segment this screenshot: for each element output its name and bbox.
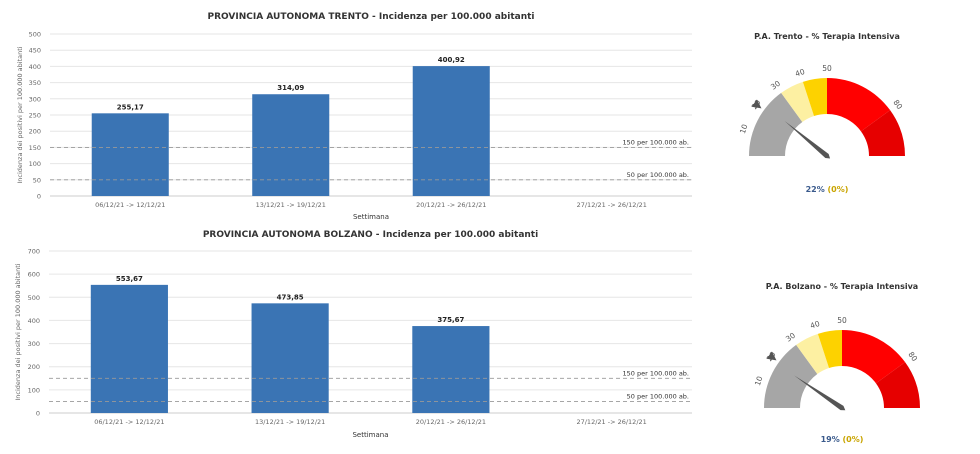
trento-y-tick-label: 200 <box>29 128 41 136</box>
bolzano-y-tick-label: 300 <box>28 340 40 348</box>
bolzano-bar-value-label: 553,67 <box>116 275 143 283</box>
trento-bar <box>91 113 169 196</box>
trento-icu-gauge: P.A. Trento - % Terapia Intensiva1020304… <box>730 20 925 200</box>
trento-gauge-tick-label: 30 <box>769 79 782 92</box>
trento-y-tick-label: 250 <box>29 112 41 120</box>
bolzano-gauge-tick-label: 40 <box>809 319 821 331</box>
trento-y-tick-label: 400 <box>29 63 41 71</box>
trento-y-tick-label: 100 <box>29 160 41 168</box>
bolzano-incidence-chart-svg: PROVINCIA AUTONOMA BOLZANO - Incidenza p… <box>14 230 692 439</box>
trento-gauge-band <box>781 81 815 123</box>
trento-x-tick-label: 13/12/21 -> 19/12/21 <box>256 201 326 209</box>
bolzano-bar <box>251 303 329 413</box>
trento-gauge-value: 22% <box>806 185 828 194</box>
trento-gauge-title: P.A. Trento - % Terapia Intensiva <box>754 32 900 41</box>
trento-reference-line-label: 50 per 100.000 ab. <box>627 171 689 179</box>
bolzano-y-tick-label: 0 <box>36 410 40 418</box>
bolzano-x-tick-label: 27/12/21 -> 26/12/21 <box>576 418 646 426</box>
bolzano-bar-value-label: 375,67 <box>437 316 464 324</box>
bolzano-reference-line-label: 150 per 100.000 ab. <box>623 369 689 377</box>
bolzano-y-tick-label: 600 <box>28 271 40 279</box>
trento-bar-value-label: 314,09 <box>277 84 304 92</box>
bolzano-gauge-marker <box>766 351 777 361</box>
trento-gauge-delta: (0%) <box>828 185 849 194</box>
bolzano-gauge-readout: 19% (0%) <box>821 435 864 444</box>
trento-bar <box>252 94 330 196</box>
bolzano-bar-value-label: 473,85 <box>277 293 304 301</box>
trento-bar <box>412 66 490 196</box>
bolzano-gauge-tick-label: 50 <box>837 316 847 325</box>
bolzano-gauge-tick-label: 30 <box>784 331 797 344</box>
bolzano-chart-title: PROVINCIA AUTONOMA BOLZANO - Incidenza p… <box>203 230 538 240</box>
trento-y-tick-label: 0 <box>37 193 41 201</box>
trento-gauge-band <box>827 78 891 132</box>
bolzano-incidence-chart: PROVINCIA AUTONOMA BOLZANO - Incidenza p… <box>0 225 700 450</box>
bolzano-gauge-tick-label: 10 <box>753 375 765 387</box>
bolzano-gauge-band <box>817 330 842 369</box>
trento-y-axis-label: Incidenza dei positivi per 100.000 abita… <box>16 46 24 183</box>
trento-y-tick-label: 50 <box>33 176 41 184</box>
trento-gauge-marker <box>751 99 762 109</box>
bolzano-gauge-band <box>764 344 818 408</box>
trento-chart-title: PROVINCIA AUTONOMA TRENTO - Incidenza pe… <box>208 12 535 22</box>
bolzano-bar <box>412 326 490 413</box>
bolzano-gauge-value: 19% <box>821 435 843 444</box>
bolzano-icu-gauge-svg: P.A. Bolzano - % Terapia Intensiva102030… <box>753 282 920 444</box>
bolzano-reference-line-label: 50 per 100.000 ab. <box>627 392 689 400</box>
trento-x-tick-label: 20/12/21 -> 26/12/21 <box>416 201 486 209</box>
bolzano-y-tick-label: 400 <box>28 317 40 325</box>
trento-bar-value-label: 255,17 <box>117 103 144 111</box>
bolzano-bar <box>90 284 168 413</box>
bolzano-gauge-needle <box>794 375 846 411</box>
trento-gauge-band <box>860 110 905 156</box>
trento-gauge-tick-label: 80 <box>891 98 904 111</box>
bolzano-gauge-band <box>875 362 920 408</box>
trento-y-tick-label: 150 <box>29 144 41 152</box>
bolzano-y-tick-label: 500 <box>28 294 40 302</box>
trento-gauge-band <box>749 92 803 156</box>
bolzano-y-tick-label: 100 <box>28 386 40 394</box>
trento-icu-gauge-svg: P.A. Trento - % Terapia Intensiva1020304… <box>738 32 905 194</box>
trento-gauge-needle <box>784 120 831 159</box>
trento-x-tick-label: 06/12/21 -> 12/12/21 <box>95 201 165 209</box>
trento-y-tick-label: 350 <box>29 79 41 87</box>
trento-gauge-tick-label: 40 <box>794 67 806 79</box>
trento-y-tick-label: 300 <box>29 95 41 103</box>
bolzano-icu-gauge: P.A. Bolzano - % Terapia Intensiva102030… <box>745 272 940 450</box>
bolzano-y-tick-label: 200 <box>28 363 40 371</box>
bolzano-x-tick-label: 06/12/21 -> 12/12/21 <box>94 418 164 426</box>
bolzano-x-axis-label: Settimana <box>352 431 388 439</box>
trento-gauge-tick-label: 10 <box>738 123 750 135</box>
bolzano-x-tick-label: 20/12/21 -> 26/12/21 <box>416 418 486 426</box>
bolzano-gauge-tick-label: 80 <box>906 350 919 363</box>
bolzano-gauge-delta: (0%) <box>843 435 864 444</box>
bolzano-gauge-title: P.A. Bolzano - % Terapia Intensiva <box>766 282 918 291</box>
bolzano-gauge-band <box>842 330 906 384</box>
bolzano-x-tick-label: 13/12/21 -> 19/12/21 <box>255 418 325 426</box>
trento-bar-value-label: 400,92 <box>438 56 465 64</box>
trento-gauge-band <box>802 78 827 117</box>
trento-gauge-tick-label: 50 <box>822 64 832 73</box>
bolzano-gauge-band <box>796 333 830 375</box>
trento-y-tick-label: 450 <box>29 47 41 55</box>
trento-y-tick-label: 500 <box>29 31 41 39</box>
trento-incidence-chart: PROVINCIA AUTONOMA TRENTO - Incidenza pe… <box>0 0 700 225</box>
trento-x-tick-label: 27/12/21 -> 26/12/21 <box>577 201 647 209</box>
bolzano-y-tick-label: 700 <box>28 248 40 256</box>
trento-reference-line-label: 150 per 100.000 ab. <box>623 138 689 146</box>
trento-incidence-chart-svg: PROVINCIA AUTONOMA TRENTO - Incidenza pe… <box>16 12 692 221</box>
bolzano-y-axis-label: Incidenza dei positivi per 100.000 abita… <box>14 263 22 400</box>
trento-x-axis-label: Settimana <box>353 213 389 221</box>
trento-gauge-readout: 22% (0%) <box>806 185 849 194</box>
